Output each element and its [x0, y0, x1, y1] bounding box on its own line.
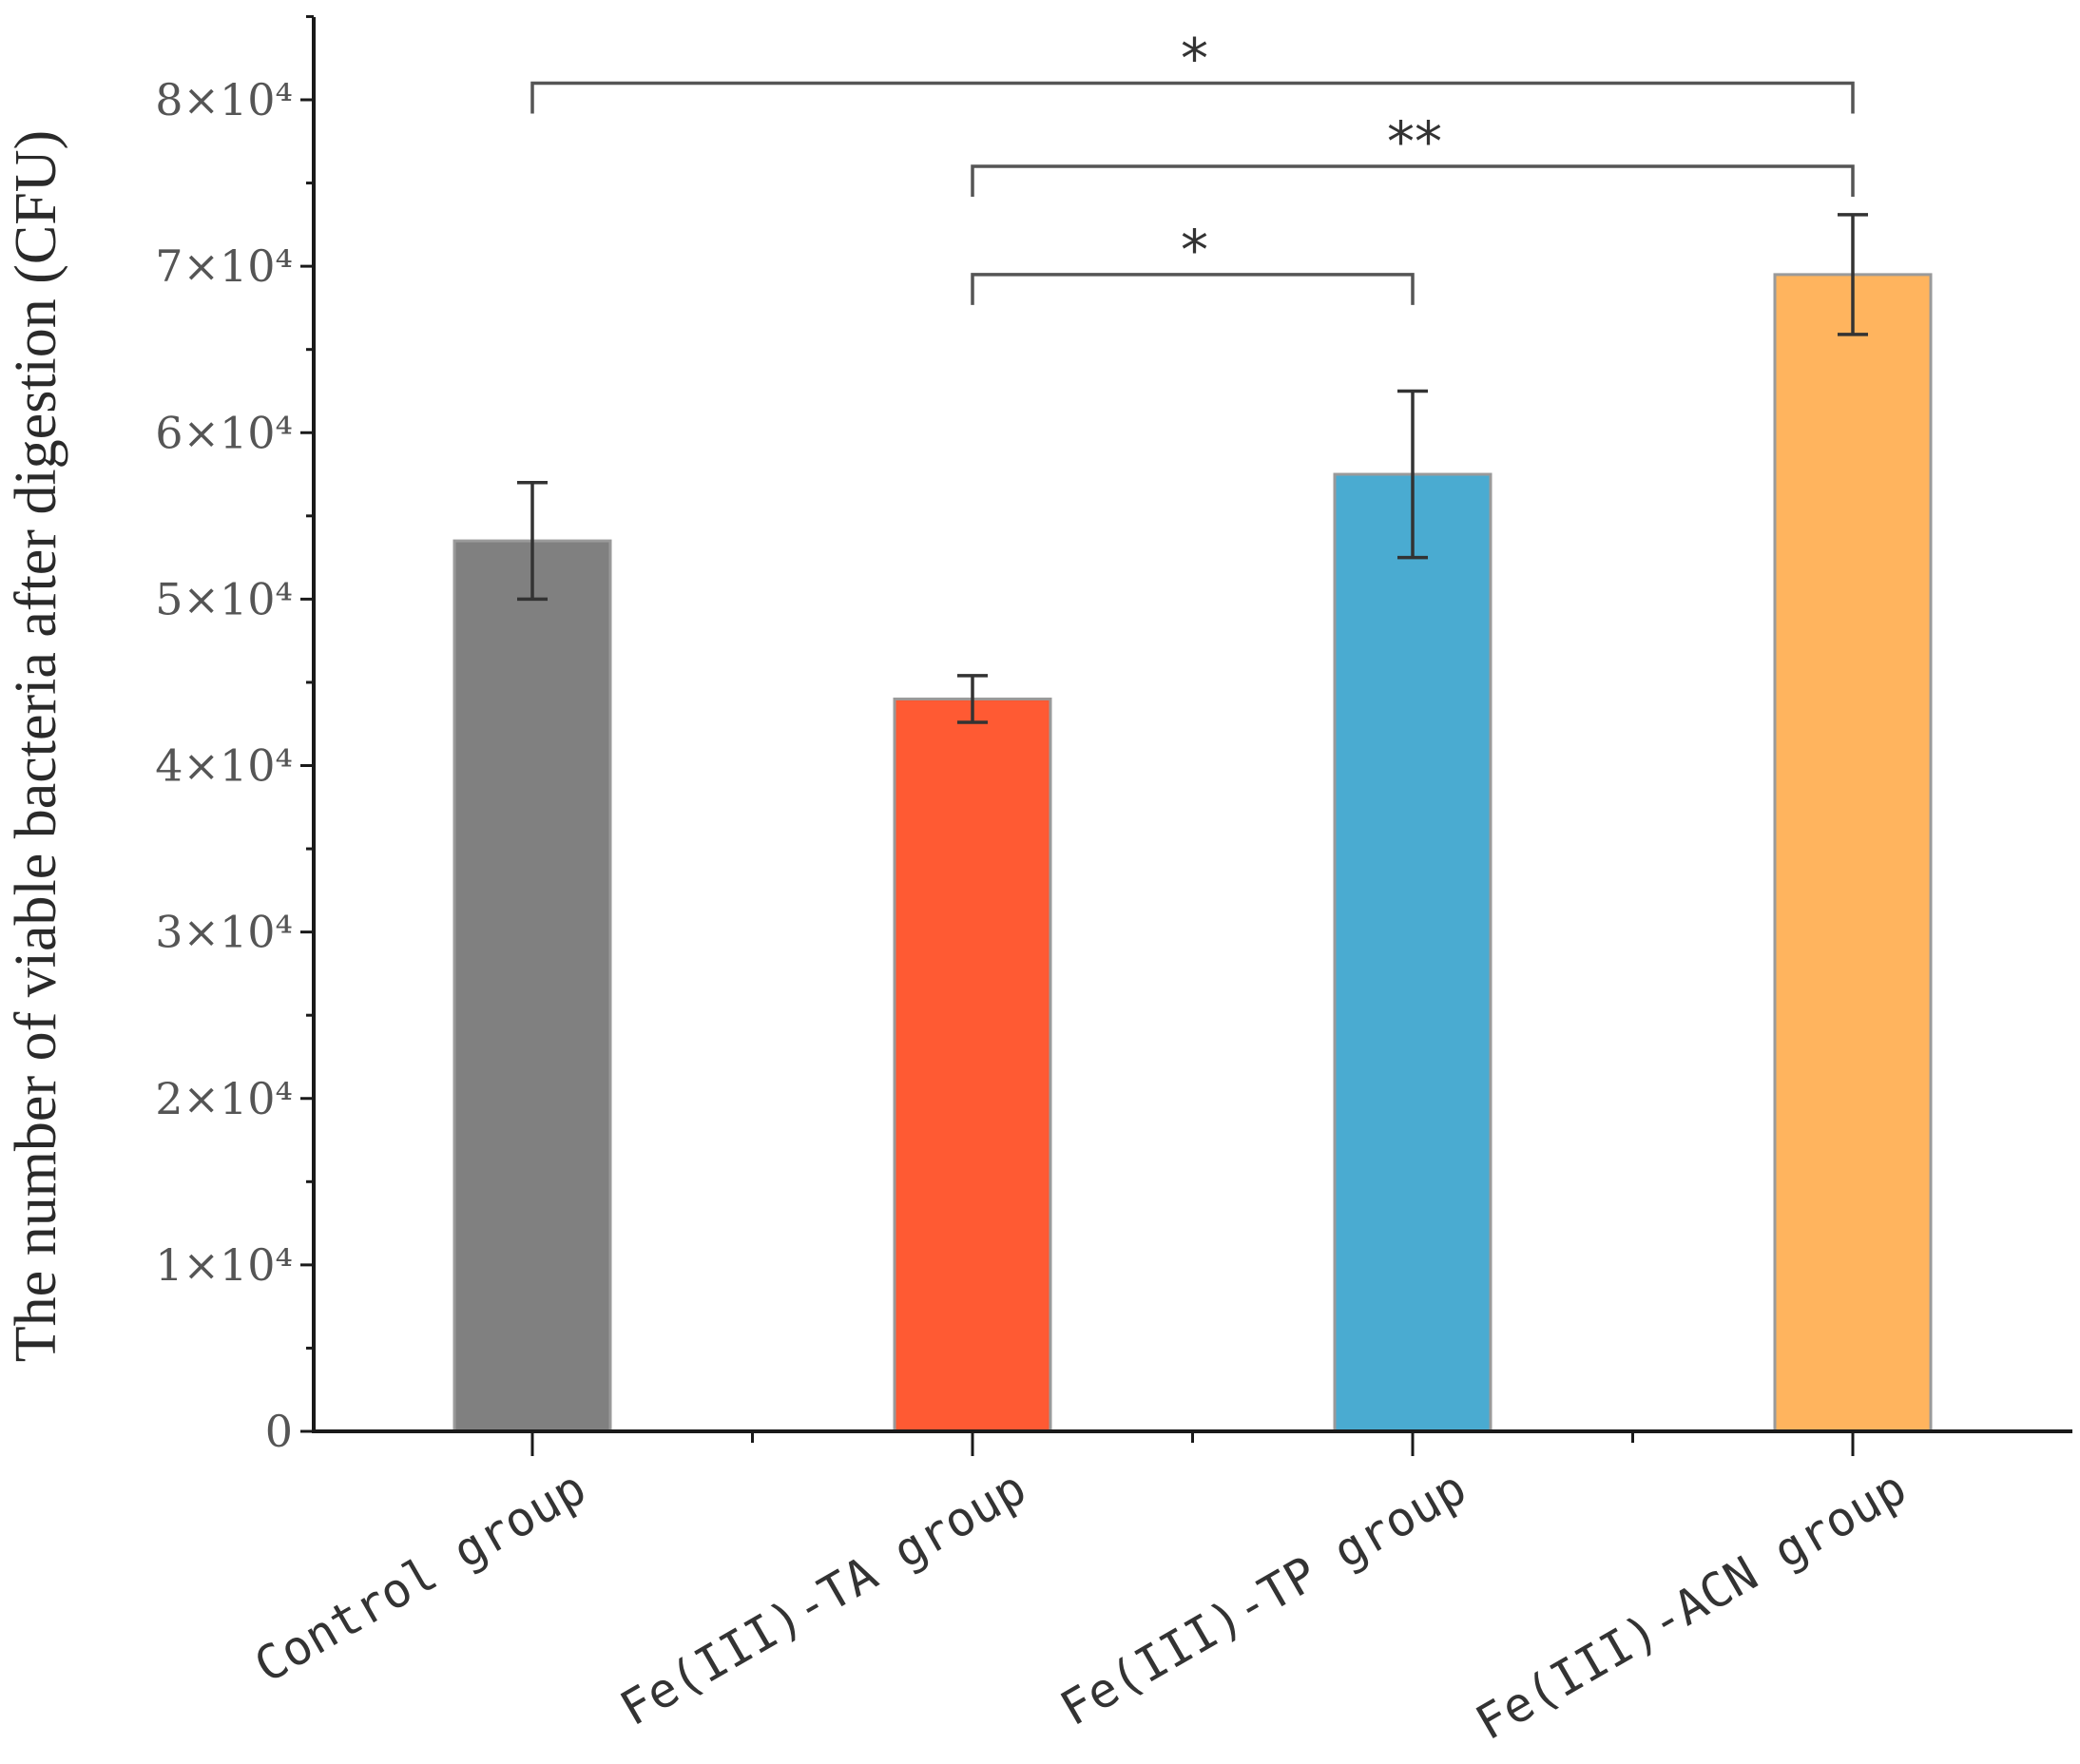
bars-group [453, 273, 1933, 1433]
x-ticks-group: Control group Fe(III)-TA group Fe(III)-TP … [245, 1431, 1916, 1751]
y-axis-label: The number of viable bacteria after dige… [4, 130, 68, 1362]
bar [1333, 472, 1493, 1433]
x-tick-label: Control group [245, 1460, 595, 1694]
y-tick-label: 2×10⁴ [155, 1073, 293, 1124]
y-tick-label: 5×10⁴ [155, 573, 293, 624]
x-tick-label: Fe(III)-TA group [611, 1460, 1035, 1736]
y-tick-label: 7×10⁴ [155, 240, 293, 292]
y-tick-label: 3×10⁴ [155, 907, 293, 958]
significance-brackets-group: **** [530, 26, 1855, 305]
bar [453, 539, 612, 1433]
y-tick-label: 8×10⁴ [155, 74, 293, 125]
significance-bracket [971, 164, 1855, 198]
x-tick-label: Fe(III)-TP group [1051, 1460, 1475, 1736]
error-bars-group [517, 213, 1868, 724]
y-ticks-group: 0 1×10⁴ 2×10⁴ 3×10⁴ 4×10⁴ 5×10⁴ 6×10⁴ 7×10⁴ 8×10… [155, 14, 314, 1457]
significance-label: ** [1387, 109, 1442, 174]
y-tick-label: 0 [265, 1406, 293, 1457]
y-tick-label: 4×10⁴ [155, 740, 293, 792]
bar [1773, 273, 1933, 1433]
x-tick-label: Fe(III)-ACN group [1467, 1460, 1916, 1751]
significance-bracket [530, 81, 1855, 114]
y-tick-label: 1×10⁴ [155, 1239, 293, 1291]
significance-bracket [971, 273, 1415, 305]
significance-label: * [1181, 218, 1208, 282]
significance-label: * [1181, 26, 1208, 90]
y-tick-label: 6×10⁴ [155, 407, 293, 458]
bar [893, 697, 1052, 1433]
